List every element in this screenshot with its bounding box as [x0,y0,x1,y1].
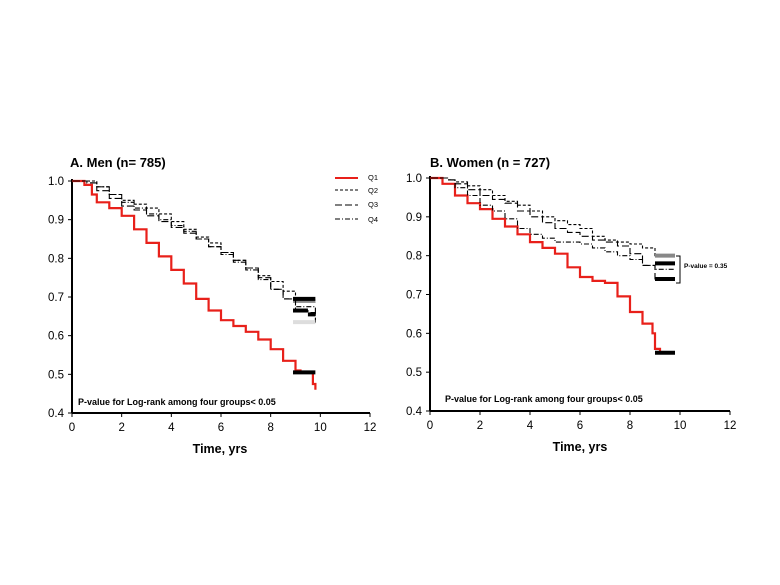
series-group-men [72,179,317,390]
x-tick-label: 4 [527,420,534,432]
y-tick-label: 0.5 [48,369,64,381]
y-tick-label: 0.5 [406,367,422,379]
series-line-q2-women [430,177,675,257]
x-tick-label: 8 [267,422,273,434]
series-line-q3-men [72,180,316,315]
ticks-women: 0 2 4 6 8 10 12 0.4 0.5 0.6 0.7 0.8 0.9 1.0 [406,173,736,432]
x-tick-label: 0 [69,422,75,434]
y-tick-label: 0.6 [406,328,422,340]
ticks-men: 0 2 4 6 8 10 12 0.4 0.5 0.6 0.7 0.8 0.9 1.0 [48,176,376,434]
series-line-q4-women [430,177,675,270]
y-tick-label: 0.9 [406,212,422,224]
y-tick-label: 0.4 [406,406,423,418]
x-axis-label-men: Time, yrs [193,442,248,456]
x-tick-label: 10 [314,422,327,434]
series-line-q4-men [72,180,316,325]
x-tick-label: 0 [427,420,433,432]
legend-label-q3: Q3 [368,200,378,209]
series-line-q1-men [72,179,317,390]
x-tick-label: 8 [627,420,633,432]
x-tick-label: 6 [218,422,224,434]
logrank-note-men: P-value for Log-rank among four groups< … [78,397,276,407]
x-tick-label: 6 [577,420,583,432]
y-tick-label: 0.6 [48,331,64,343]
x-axis-label-women: Time, yrs [553,440,608,454]
legend-label-q2: Q2 [368,186,378,195]
panel-title-men: A. Men (n= 785) [70,155,166,170]
y-tick-label: 0.9 [48,215,64,227]
legend-label-q4: Q4 [368,215,378,224]
panel-men: A. Men (n= 785) 0 2 4 6 8 10 12 0.4 0.5 0.6 0.7 0.8… [48,155,376,456]
legend-label-q1: Q1 [368,173,378,182]
panel-women: B. Women (n = 727) 0 2 4 6 8 10 12 0.4 0.5 0.6 0.7… [406,155,736,454]
pvalue-note-women: P-value = 0.35 [684,263,728,270]
y-tick-label: 0.8 [406,251,422,263]
legend: Q1 Q2 Q3 Q4 [335,173,378,224]
series-line-q1-women [430,176,675,354]
pvalue-bracket [676,255,681,284]
panel-title-women: B. Women (n = 727) [430,155,550,170]
series-group-women [430,176,675,355]
y-tick-label: 0.8 [48,253,64,265]
y-tick-label: 0.7 [406,290,422,302]
y-tick-label: 1.0 [48,176,64,188]
x-tick-label: 12 [724,420,737,432]
x-tick-label: 2 [477,420,483,432]
x-tick-label: 12 [364,422,377,434]
x-tick-label: 10 [674,420,687,432]
series-line-q3-women [430,177,675,280]
y-tick-label: 1.0 [406,173,422,185]
x-tick-label: 2 [118,422,124,434]
x-tick-label: 4 [168,422,175,434]
y-tick-label: 0.4 [48,408,65,420]
logrank-note-women: P-value for Log-rank among four groups< … [445,394,643,404]
y-tick-label: 0.7 [48,292,64,304]
